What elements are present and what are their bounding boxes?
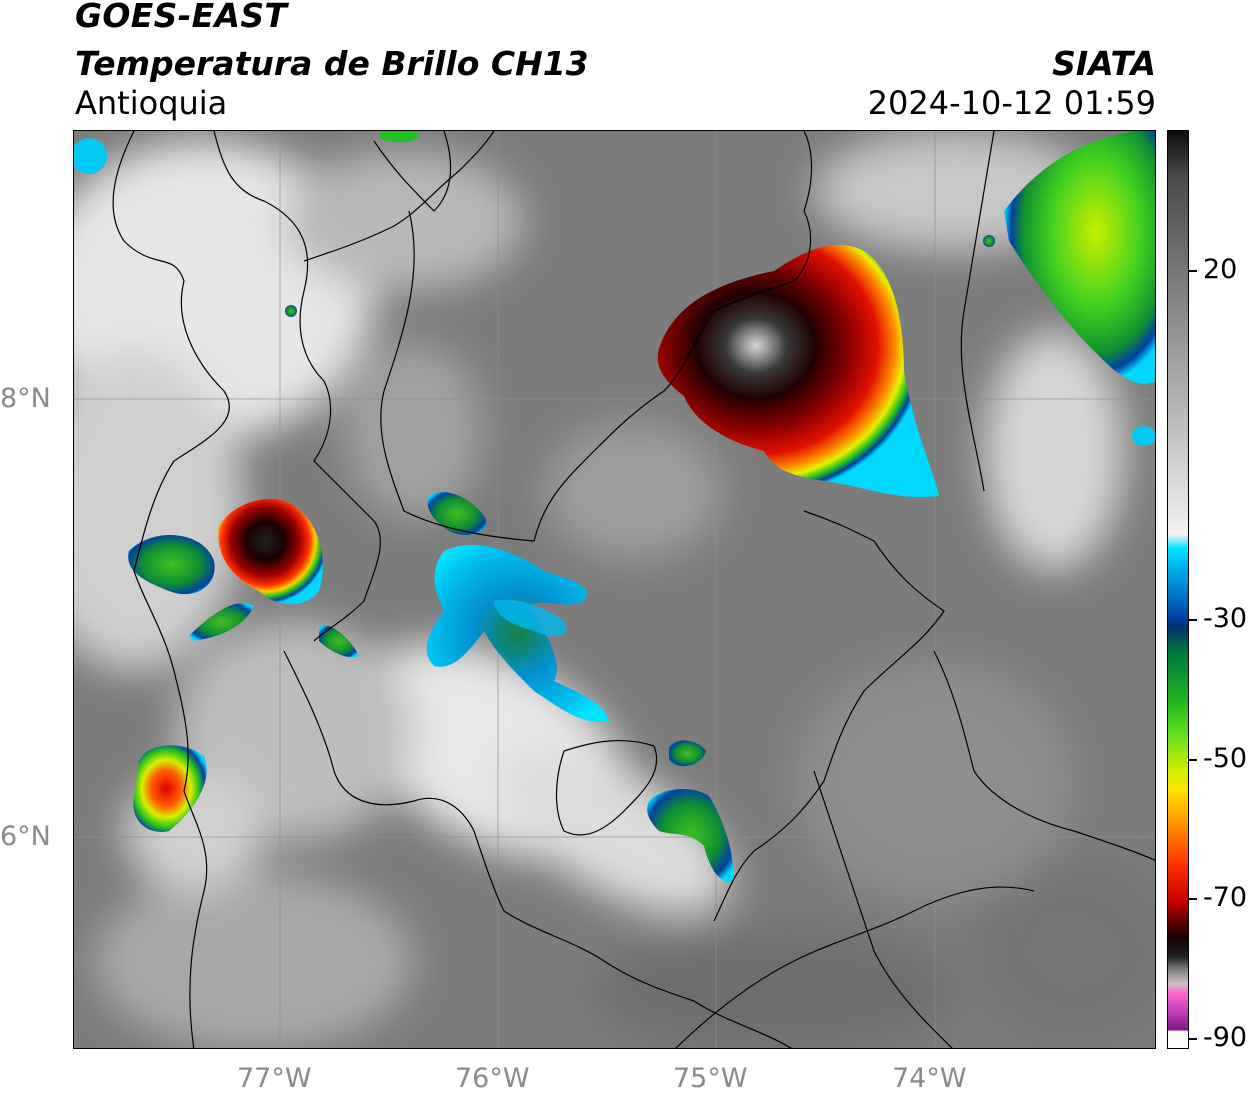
organization-label: SIATA bbox=[1052, 44, 1156, 83]
subtitle: Temperatura de Brillo CH13 bbox=[75, 44, 589, 83]
coastline-caribbean-1 bbox=[213, 131, 381, 642]
coastline-caribbean-2 bbox=[373, 131, 452, 212]
colorbar bbox=[1167, 130, 1189, 1049]
storm-northeast bbox=[657, 244, 939, 498]
satellite-map bbox=[73, 130, 1156, 1049]
cloud-cell-west bbox=[128, 534, 215, 595]
datetime-label: 2024-10-12 01:59 bbox=[867, 84, 1156, 122]
colorbar-label-minus-90: -90 bbox=[1203, 1022, 1248, 1053]
title: GOES-EAST bbox=[75, 0, 288, 35]
cloud-band-northeast bbox=[1004, 131, 1155, 384]
department-border-east bbox=[933, 650, 1155, 861]
lon-label-77w: 77°W bbox=[237, 1063, 312, 1094]
antioquia-south-border bbox=[283, 650, 792, 1048]
colorbar-tick bbox=[1189, 270, 1197, 272]
municipal-boundary bbox=[555, 739, 658, 836]
colorbar-label-minus-30: -30 bbox=[1203, 603, 1248, 634]
colorbar-label-20: 20 bbox=[1203, 254, 1238, 285]
colorbar-tick bbox=[1189, 1038, 1197, 1040]
department-border-south bbox=[675, 886, 1035, 1048]
lon-label-75w: 75°W bbox=[673, 1063, 748, 1094]
cloud-cell-central bbox=[427, 492, 487, 536]
cloud-streak-west bbox=[189, 602, 254, 641]
colorbar-tick bbox=[1189, 759, 1197, 761]
lat-label-6n: 6°N bbox=[0, 821, 51, 852]
cloud-texture bbox=[74, 131, 1155, 1048]
department-border-southeast bbox=[813, 770, 953, 1048]
cold-clouds bbox=[74, 131, 1155, 882]
region-label: Antioquia bbox=[75, 84, 228, 122]
colorbar-tick bbox=[1189, 898, 1197, 900]
colorbar-tick bbox=[1189, 619, 1197, 621]
lon-label-74w: 74°W bbox=[892, 1063, 967, 1094]
antioquia-west-border bbox=[380, 210, 535, 542]
cloud-cell-south-1 bbox=[669, 740, 706, 767]
coastline-uraba bbox=[303, 131, 495, 262]
colorbar-label-minus-70: -70 bbox=[1203, 882, 1248, 913]
lat-label-8n: 8°N bbox=[0, 383, 51, 414]
boundaries bbox=[112, 131, 1155, 1048]
storm-west bbox=[218, 498, 323, 605]
coastline-pacific bbox=[112, 131, 230, 1048]
antioquia-north-border bbox=[533, 131, 813, 542]
antioquia-east-border bbox=[713, 510, 945, 922]
department-border-northeast bbox=[960, 131, 995, 492]
cloud-cell-south-2 bbox=[647, 789, 734, 882]
map-svg bbox=[74, 131, 1155, 1048]
lon-label-76w: 76°W bbox=[455, 1063, 530, 1094]
cloud-complex-central bbox=[426, 544, 609, 722]
colorbar-label-minus-50: -50 bbox=[1203, 743, 1248, 774]
